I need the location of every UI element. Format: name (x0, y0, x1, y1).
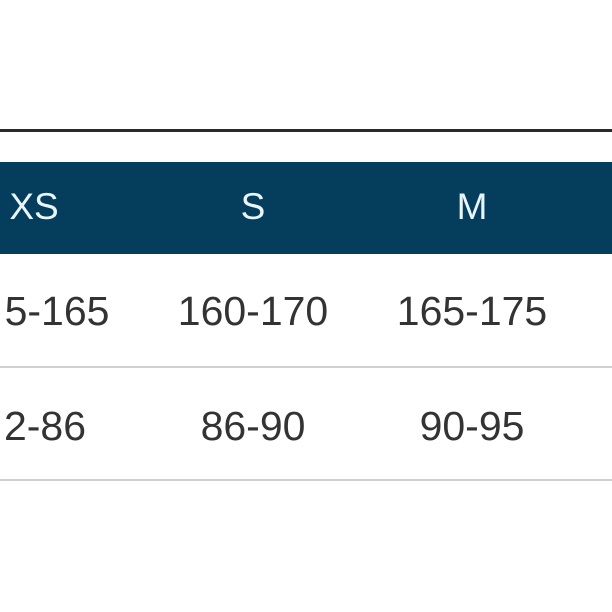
cell-m-row1: 165-175 (396, 288, 548, 334)
header-xs: XS (9, 186, 59, 227)
header-s: S (240, 186, 266, 227)
cell-xs-row1: 5-165 (4, 288, 110, 334)
row-divider (0, 479, 612, 481)
table-header (0, 162, 612, 254)
cell-s-row2: 86-90 (200, 403, 306, 449)
top-rule (0, 129, 612, 132)
header-m: M (456, 186, 488, 227)
cell-m-row2: 90-95 (419, 403, 525, 449)
cell-xs-row2: 2-86 (3, 403, 87, 449)
cell-s-row1: 160-170 (177, 288, 329, 334)
row-divider (0, 366, 612, 368)
